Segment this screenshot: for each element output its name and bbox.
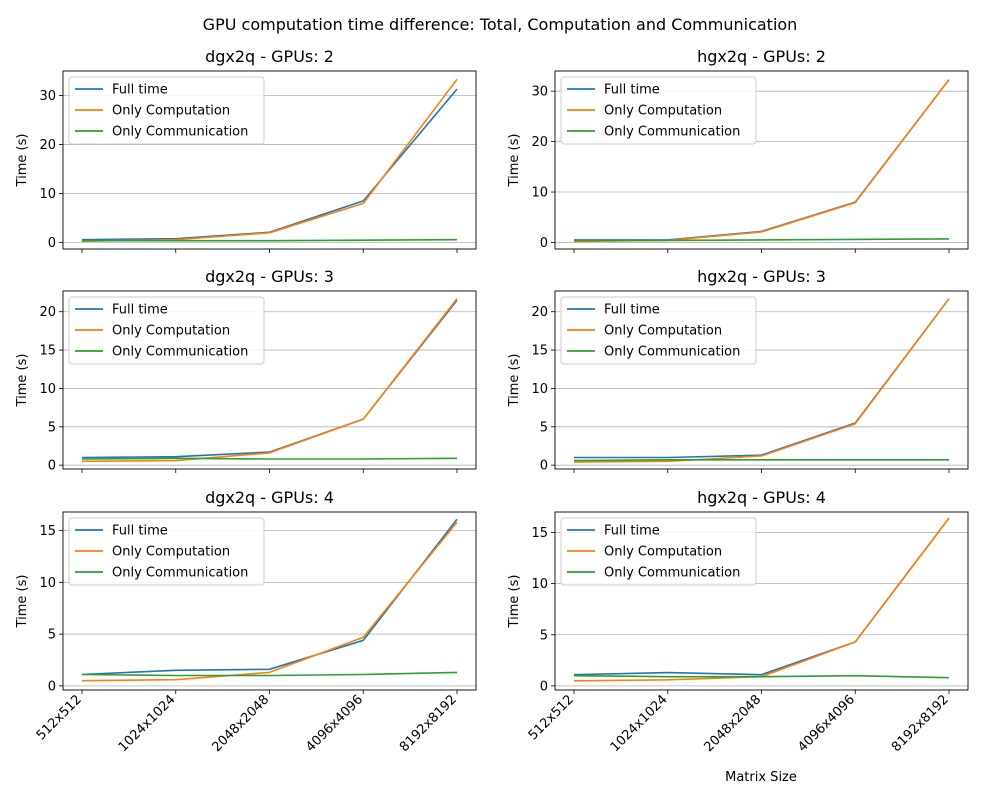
legend: Full time Only Computation Only Communicat… bbox=[560, 76, 757, 145]
y-axis-label: Time (s) bbox=[507, 575, 522, 629]
legend-label-only-computation: Only Computation bbox=[604, 545, 722, 560]
axes-frame bbox=[554, 290, 969, 470]
legend-label-only-communication: Only Communication bbox=[112, 125, 248, 140]
y-axis-label: Time (s) bbox=[15, 575, 30, 629]
y-tick-label: 20 bbox=[39, 138, 56, 153]
subplot-title: hgx2q - GPUs: 3 bbox=[697, 267, 826, 286]
y-axis-label: Time (s) bbox=[15, 354, 30, 408]
series-line-only-communication bbox=[573, 674, 950, 679]
subplot-title: dgx2q - GPUs: 3 bbox=[205, 267, 334, 286]
y-tick-label: 10 bbox=[531, 186, 548, 201]
subplot-title: hgx2q - GPUs: 2 bbox=[697, 47, 826, 66]
legend-label-only-communication: Only Communication bbox=[604, 566, 740, 581]
legend-label-full-time: Full time bbox=[604, 524, 660, 539]
legend-label-only-computation: Only Computation bbox=[112, 324, 230, 339]
legend-box bbox=[68, 296, 265, 365]
legend-box bbox=[68, 76, 265, 145]
figure-suptitle: GPU computation time difference: Total, … bbox=[203, 15, 798, 34]
legend-label-only-computation: Only Computation bbox=[604, 324, 722, 339]
y-tick-label: 5 bbox=[48, 628, 56, 643]
legend-label-full-time: Full time bbox=[112, 303, 168, 318]
series-line-only-communication bbox=[573, 458, 949, 462]
axes-frame bbox=[554, 511, 969, 691]
subplot-title: dgx2q - GPUs: 2 bbox=[205, 47, 334, 66]
legend: Full time Only Computation Only Communicat… bbox=[68, 76, 265, 145]
legend-label-only-communication: Only Communication bbox=[604, 125, 740, 140]
subplot-3: 0 5 10 15 20 dgx2q - GPUs: 3 Time (s) Full time… bbox=[15, 267, 477, 474]
legend: Full time Only Computation Only Communicat… bbox=[560, 517, 757, 586]
legend-label-only-communication: Only Communication bbox=[604, 345, 740, 360]
y-tick-label: 10 bbox=[39, 382, 56, 397]
series-line-only-computation bbox=[573, 298, 950, 463]
axes-frame bbox=[62, 290, 477, 470]
y-tick-label: 5 bbox=[540, 420, 548, 435]
legend-label-full-time: Full time bbox=[112, 83, 168, 98]
y-tick-label: 0 bbox=[48, 459, 56, 474]
y-tick-label: 10 bbox=[531, 382, 548, 397]
y-tick-label: 15 bbox=[39, 344, 56, 359]
subplot-title: dgx2q - GPUs: 4 bbox=[205, 488, 334, 507]
y-axis-label: Time (s) bbox=[507, 354, 522, 408]
legend-label-only-computation: Only Computation bbox=[604, 104, 722, 119]
legend: Full time Only Computation Only Communicat… bbox=[560, 296, 757, 365]
y-tick-label: 0 bbox=[540, 459, 548, 474]
series-line-only-communication bbox=[81, 457, 458, 460]
series-line-only-communication bbox=[82, 238, 458, 242]
y-tick-label: 30 bbox=[531, 85, 548, 100]
axes-frame bbox=[62, 511, 477, 691]
subplot-2: 0 10 20 30 hgx2q - GPUs: 2 Time (s) Full time O… bbox=[507, 47, 969, 253]
series-line-only-communication bbox=[574, 238, 950, 242]
y-tick-label: 30 bbox=[39, 89, 56, 104]
y-tick-label: 10 bbox=[531, 577, 548, 592]
legend-label-only-computation: Only Computation bbox=[112, 104, 230, 119]
series-line-only-computation bbox=[81, 521, 458, 682]
y-tick-label: 15 bbox=[531, 344, 548, 359]
legend-label-full-time: Full time bbox=[112, 524, 168, 539]
y-axis-label: Time (s) bbox=[15, 134, 30, 188]
legend: Full time Only Computation Only Communicat… bbox=[68, 296, 265, 365]
y-tick-label: 0 bbox=[48, 236, 56, 251]
axes-frame bbox=[554, 70, 969, 250]
series-line-only-communication bbox=[81, 671, 458, 677]
series-line-only-computation bbox=[81, 298, 458, 463]
y-tick-label: 5 bbox=[540, 628, 548, 643]
legend-box bbox=[560, 517, 757, 586]
y-tick-label: 20 bbox=[39, 305, 56, 320]
subplot-4: 0 5 10 15 20 hgx2q - GPUs: 3 Time (s) Full time… bbox=[507, 267, 969, 474]
subplot-title: hgx2q - GPUs: 4 bbox=[697, 488, 826, 507]
y-tick-label: 10 bbox=[39, 187, 56, 202]
y-tick-label: 20 bbox=[531, 135, 548, 150]
y-tick-label: 15 bbox=[531, 526, 548, 541]
y-tick-label: 15 bbox=[39, 524, 56, 539]
subplot-1: 0 10 20 30 dgx2q - GPUs: 2 Time (s) Full time O… bbox=[15, 47, 477, 253]
legend-label-only-communication: Only Communication bbox=[112, 566, 248, 581]
legend-label-full-time: Full time bbox=[604, 303, 660, 318]
legend-label-full-time: Full time bbox=[604, 83, 660, 98]
legend-box bbox=[560, 76, 757, 145]
y-tick-label: 0 bbox=[540, 236, 548, 251]
legend: Full time Only Computation Only Communicat… bbox=[68, 517, 265, 586]
legend-box bbox=[68, 517, 265, 586]
y-tick-label: 0 bbox=[48, 679, 56, 694]
shared-x-axis-label: Matrix Size bbox=[725, 770, 797, 785]
legend-label-only-computation: Only Computation bbox=[112, 545, 230, 560]
y-tick-label: 5 bbox=[48, 420, 56, 435]
y-tick-label: 0 bbox=[540, 679, 548, 694]
legend-label-only-communication: Only Communication bbox=[112, 345, 248, 360]
axes-frame bbox=[62, 70, 477, 250]
legend-box bbox=[560, 296, 757, 365]
y-tick-label: 20 bbox=[531, 305, 548, 320]
y-axis-label: Time (s) bbox=[507, 134, 522, 188]
y-tick-label: 10 bbox=[39, 576, 56, 591]
